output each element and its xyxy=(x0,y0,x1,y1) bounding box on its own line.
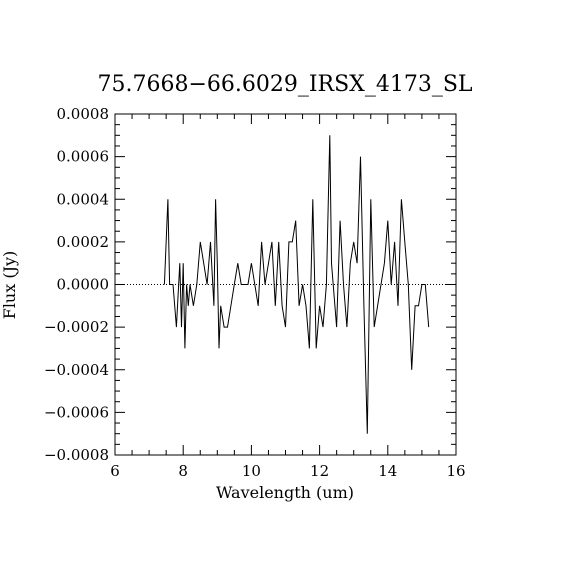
y-tick-label: 0.0006 xyxy=(57,148,110,166)
x-axis-label: Wavelength (um) xyxy=(216,483,354,502)
y-tick-label: −0.0004 xyxy=(44,361,109,379)
x-tick-label: 10 xyxy=(242,462,261,480)
axis-ticks xyxy=(114,113,457,456)
plot-area xyxy=(114,113,457,456)
x-tick-label: 16 xyxy=(446,462,465,480)
x-tick-label: 6 xyxy=(110,462,120,480)
y-tick-label: −0.0008 xyxy=(44,446,109,464)
y-tick-label: 0.0000 xyxy=(57,276,110,294)
chart-title: 75.7668−66.6029_IRSX_4173_SL xyxy=(97,72,472,97)
y-tick-label: 0.0004 xyxy=(57,190,110,208)
y-tick-label: −0.0002 xyxy=(44,318,109,336)
y-tick-label: 0.0002 xyxy=(57,233,110,251)
y-tick-label: −0.0006 xyxy=(44,403,109,421)
x-tick-label: 14 xyxy=(378,462,397,480)
y-axis-label: Flux (Jy) xyxy=(0,251,19,320)
y-tick-labels: 0.0008 0.0006 0.0004 0.0002 0.0000 −0.0002 −0.… xyxy=(44,105,109,464)
x-tick-label: 12 xyxy=(310,462,329,480)
y-tick-label: 0.0008 xyxy=(57,105,110,123)
x-tick-labels: 6 8 10 12 14 16 xyxy=(110,462,465,480)
x-tick-label: 8 xyxy=(178,462,188,480)
spectrum-series-line xyxy=(163,135,430,434)
